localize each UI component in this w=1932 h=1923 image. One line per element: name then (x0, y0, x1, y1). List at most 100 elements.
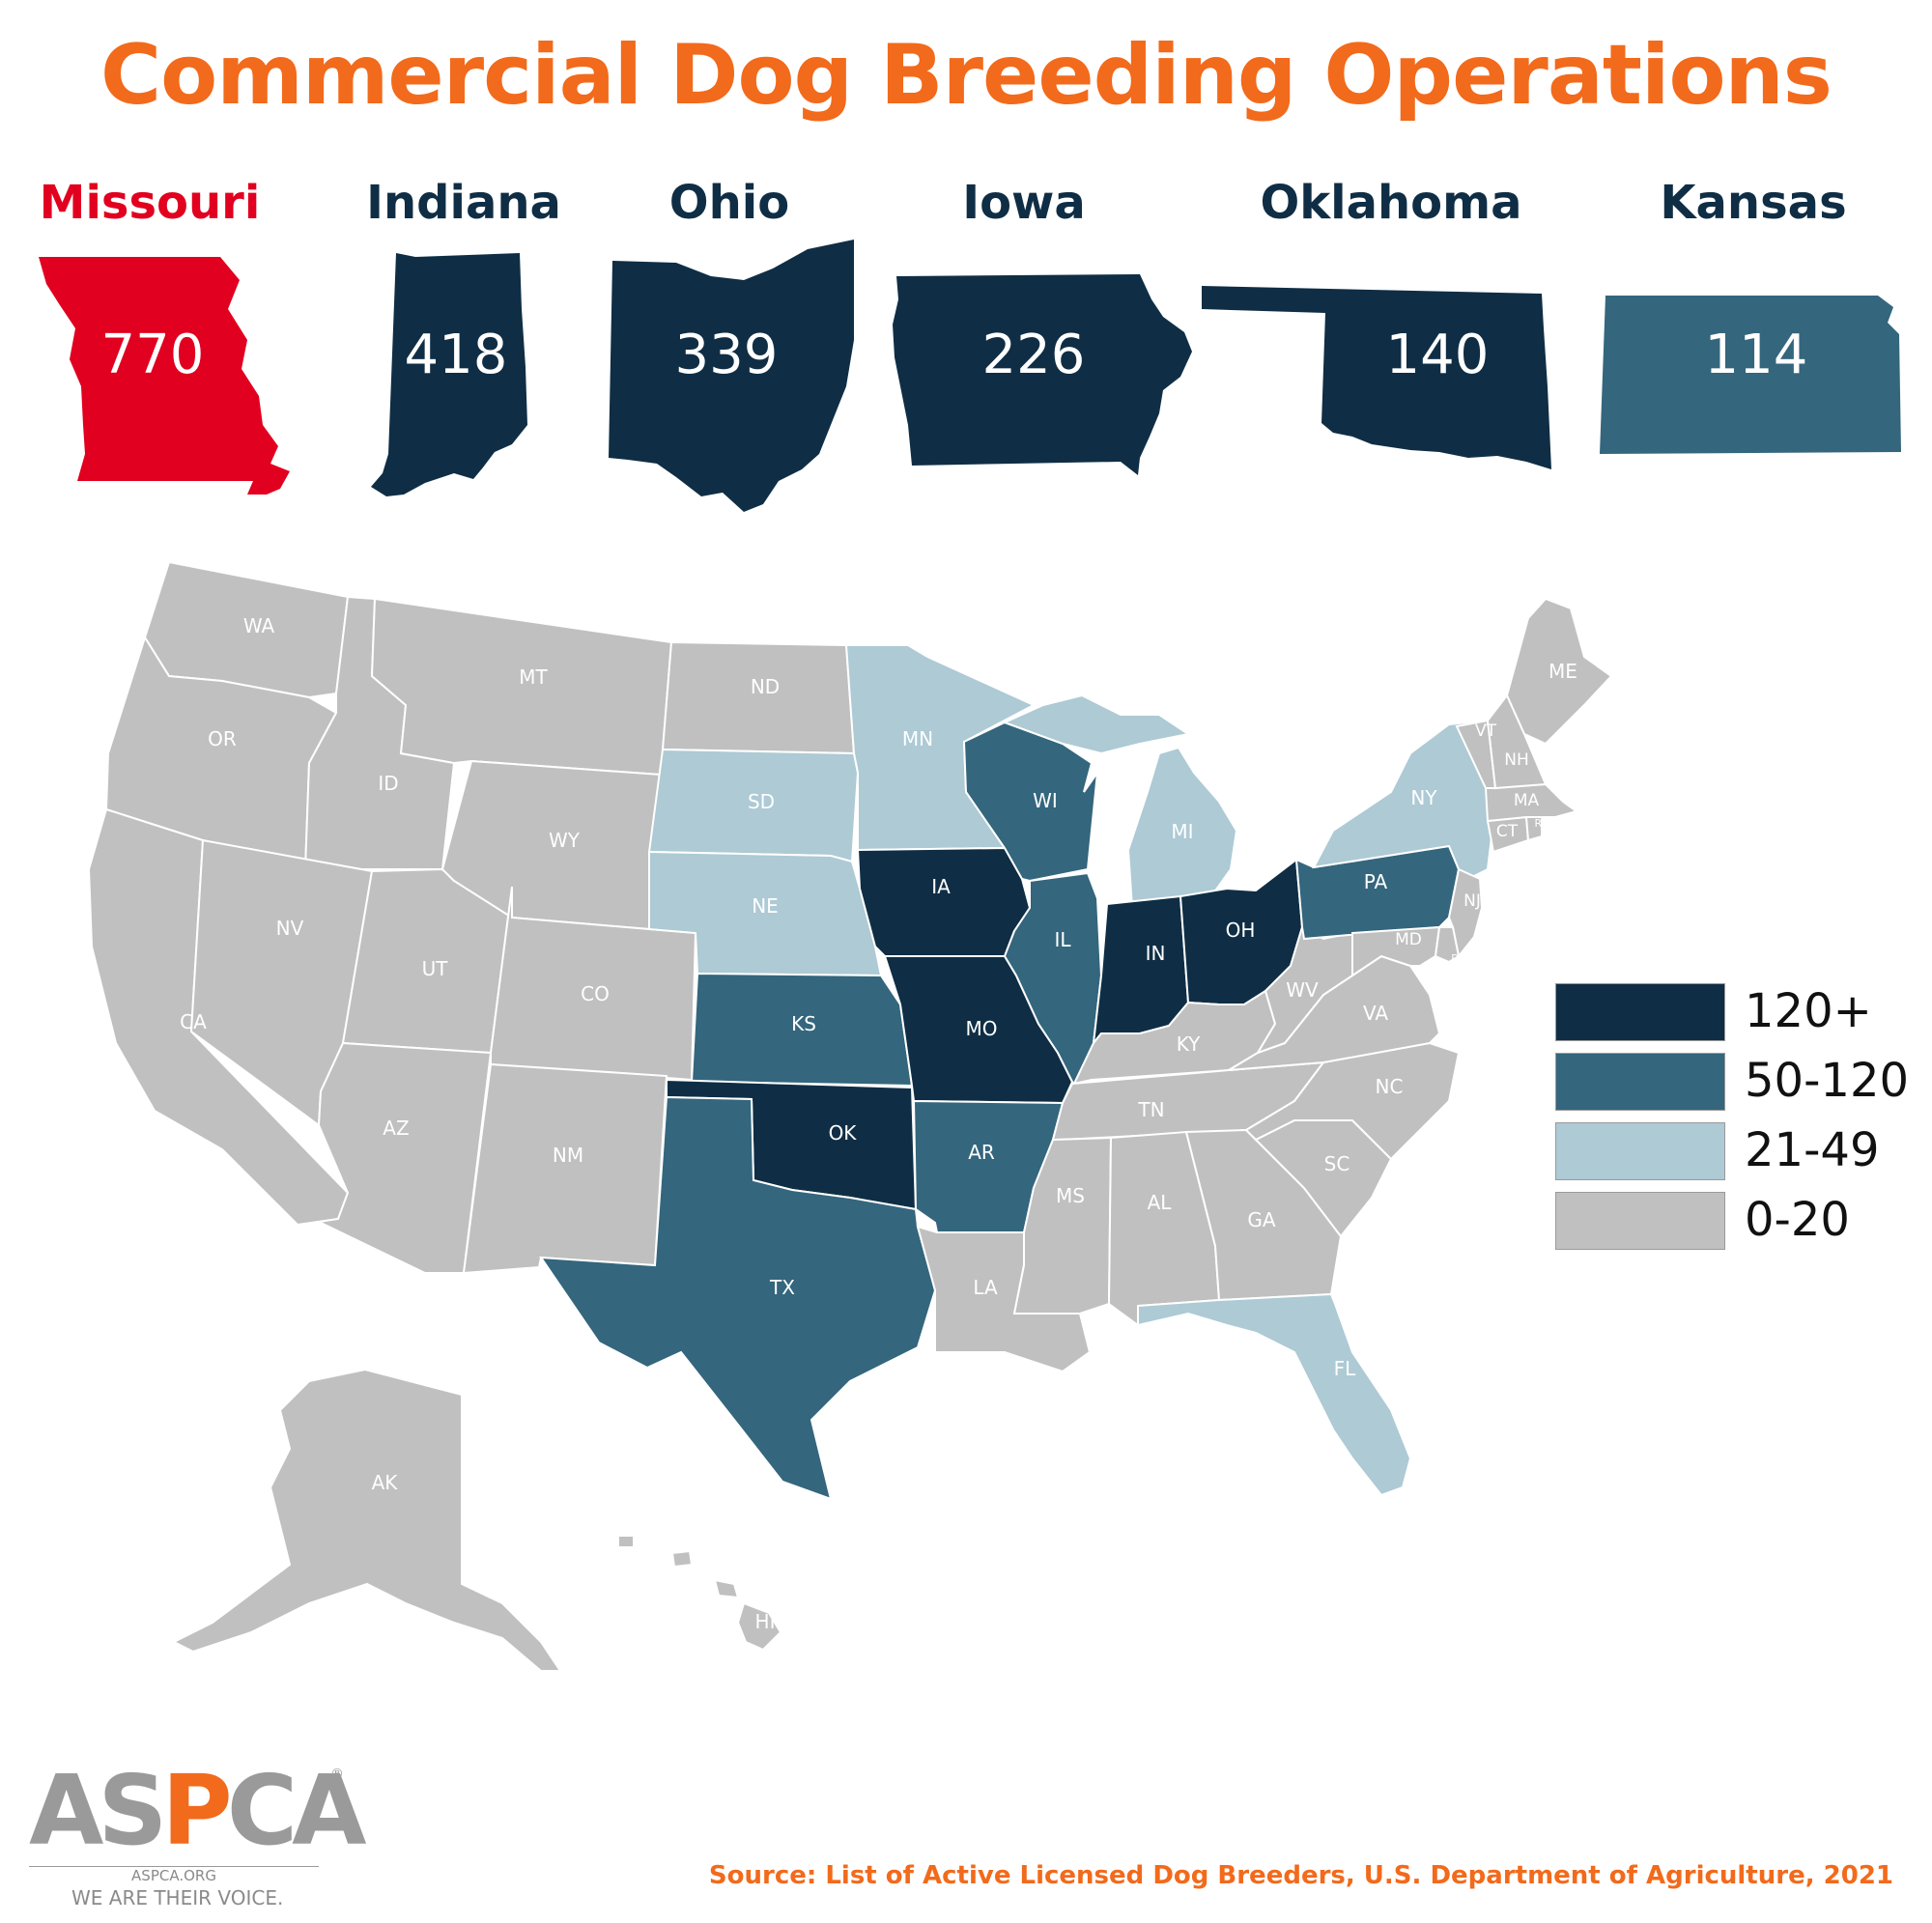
state-label-wi: WI (1033, 789, 1058, 812)
state-de (1434, 926, 1461, 964)
state-label-hi: HI (755, 1610, 776, 1633)
logo-text-ca: CA (226, 1754, 367, 1867)
state-label-ca: CA (180, 1010, 207, 1033)
legend-label: 21-49 (1745, 1123, 1880, 1177)
us-map: WA OR CA ID NV MT WY UT AZ CO NM ND SD NE KS OK TX MN IA MO… (87, 560, 1613, 1672)
state-nc (1244, 1041, 1461, 1161)
logo-text-p: P (161, 1754, 232, 1867)
state-label-mt: MT (519, 665, 548, 689)
state-me (1505, 597, 1613, 746)
state-label-in: IN (1146, 942, 1166, 965)
state-hi-maui (713, 1578, 740, 1599)
state-ma (1484, 782, 1579, 823)
legend-label: 0-20 (1745, 1193, 1850, 1247)
state-hi-oahu (670, 1549, 694, 1569)
state-label-nm: NM (553, 1144, 583, 1167)
legend-swatch (1555, 983, 1725, 1041)
oklahoma-shape (1202, 286, 1551, 469)
logo-url-text: ASPCA.ORG (126, 1867, 222, 1884)
value-oklahoma: 140 (1385, 324, 1490, 386)
state-label-ms: MS (1056, 1184, 1085, 1207)
legend-label: 50-120 (1745, 1054, 1910, 1108)
state-label-de: DE (1451, 952, 1465, 965)
value-ohio: 339 (674, 324, 779, 386)
state-name-missouri: Missouri (39, 176, 261, 230)
state-label-ri: RI (1535, 817, 1546, 830)
state-name-kansas: Kansas (1660, 176, 1847, 230)
indiana-shape (371, 253, 527, 496)
state-hi-kauai (617, 1535, 635, 1548)
state-label-ma: MA (1514, 791, 1540, 810)
state-label-nh: NH (1504, 750, 1529, 770)
logo-wordmark: ASPCA (29, 1763, 366, 1859)
state-label-mi: MI (1171, 820, 1193, 843)
state-label-wv: WV (1286, 978, 1319, 1002)
state-nj (1447, 867, 1484, 959)
value-indiana: 418 (404, 324, 508, 386)
state-ne (648, 850, 883, 977)
state-label-ut: UT (422, 957, 449, 980)
state-hi-big (736, 1601, 782, 1652)
state-label-vt: VT (1475, 721, 1497, 741)
state-label-wa: WA (243, 614, 275, 637)
legend-label: 120+ (1745, 984, 1872, 1038)
legend-swatch (1555, 1192, 1725, 1250)
state-label-sc: SC (1324, 1152, 1350, 1175)
state-label-tn: TN (1137, 1098, 1164, 1121)
state-ak (171, 1368, 562, 1672)
page-title: Commercial Dog Breeding Operations (100, 27, 1833, 124)
kansas-shape (1600, 296, 1901, 454)
state-label-al: AL (1148, 1191, 1173, 1214)
logo-tagline: WE ARE THEIR VOICE. (71, 1886, 284, 1909)
state-il (1003, 871, 1103, 1086)
state-ia (856, 846, 1032, 957)
state-label-ia: IA (931, 875, 951, 898)
logo-url: ASPCA.ORG (29, 1867, 319, 1884)
state-label-nc: NC (1376, 1075, 1404, 1098)
source-note: Source: List of Active Licensed Dog Bree… (708, 1861, 1893, 1890)
state-label-pa: PA (1364, 870, 1388, 893)
legend-swatch (1555, 1122, 1725, 1180)
logo-text-as: AS (29, 1754, 167, 1867)
state-az (315, 1041, 493, 1274)
state-label-ky: KY (1177, 1032, 1201, 1056)
state-label-ar: AR (968, 1141, 995, 1164)
state-tx (539, 1095, 937, 1501)
state-name-iowa: Iowa (962, 176, 1086, 230)
state-ky (1072, 989, 1277, 1086)
top-states-shapes (39, 240, 1901, 512)
state-label-mo: MO (966, 1017, 998, 1040)
value-iowa: 226 (981, 324, 1086, 386)
legend-swatch (1555, 1053, 1725, 1111)
registered-mark: ® (330, 1767, 344, 1782)
state-label-fl: FL (1334, 1357, 1357, 1380)
state-name-indiana: Indiana (366, 176, 561, 230)
state-label-az: AZ (383, 1117, 409, 1140)
state-label-va: VA (1363, 1002, 1388, 1025)
state-label-sd: SD (748, 790, 775, 813)
state-label-ny: NY (1410, 786, 1437, 809)
state-label-la: LA (973, 1276, 998, 1299)
state-label-md: MD (1395, 930, 1422, 949)
state-label-nv: NV (276, 917, 304, 940)
state-name-ohio: Ohio (668, 176, 790, 230)
aspca-logo[interactable]: ASPCA ® ASPCA.ORG WE ARE THEIR VOICE. (29, 1763, 366, 1909)
iowa-shape (893, 274, 1192, 475)
state-label-nj: NJ (1463, 891, 1481, 911)
state-label-id: ID (378, 772, 398, 795)
state-co (490, 886, 697, 1082)
ohio-shape (609, 240, 854, 512)
state-mi (1126, 746, 1238, 910)
state-mi-upper (1002, 693, 1191, 755)
state-label-nd: ND (751, 675, 780, 698)
state-nm (462, 1062, 668, 1275)
state-label-co: CO (581, 982, 610, 1005)
state-label-oh: OH (1226, 919, 1256, 942)
state-label-ok: OK (829, 1121, 858, 1145)
state-name-oklahoma: Oklahoma (1260, 176, 1522, 230)
missouri-shape (39, 257, 290, 495)
state-label-ne: NE (752, 894, 779, 918)
state-label-ks: KS (791, 1012, 816, 1035)
value-missouri: 770 (100, 324, 205, 386)
state-label-mn: MN (902, 727, 933, 750)
